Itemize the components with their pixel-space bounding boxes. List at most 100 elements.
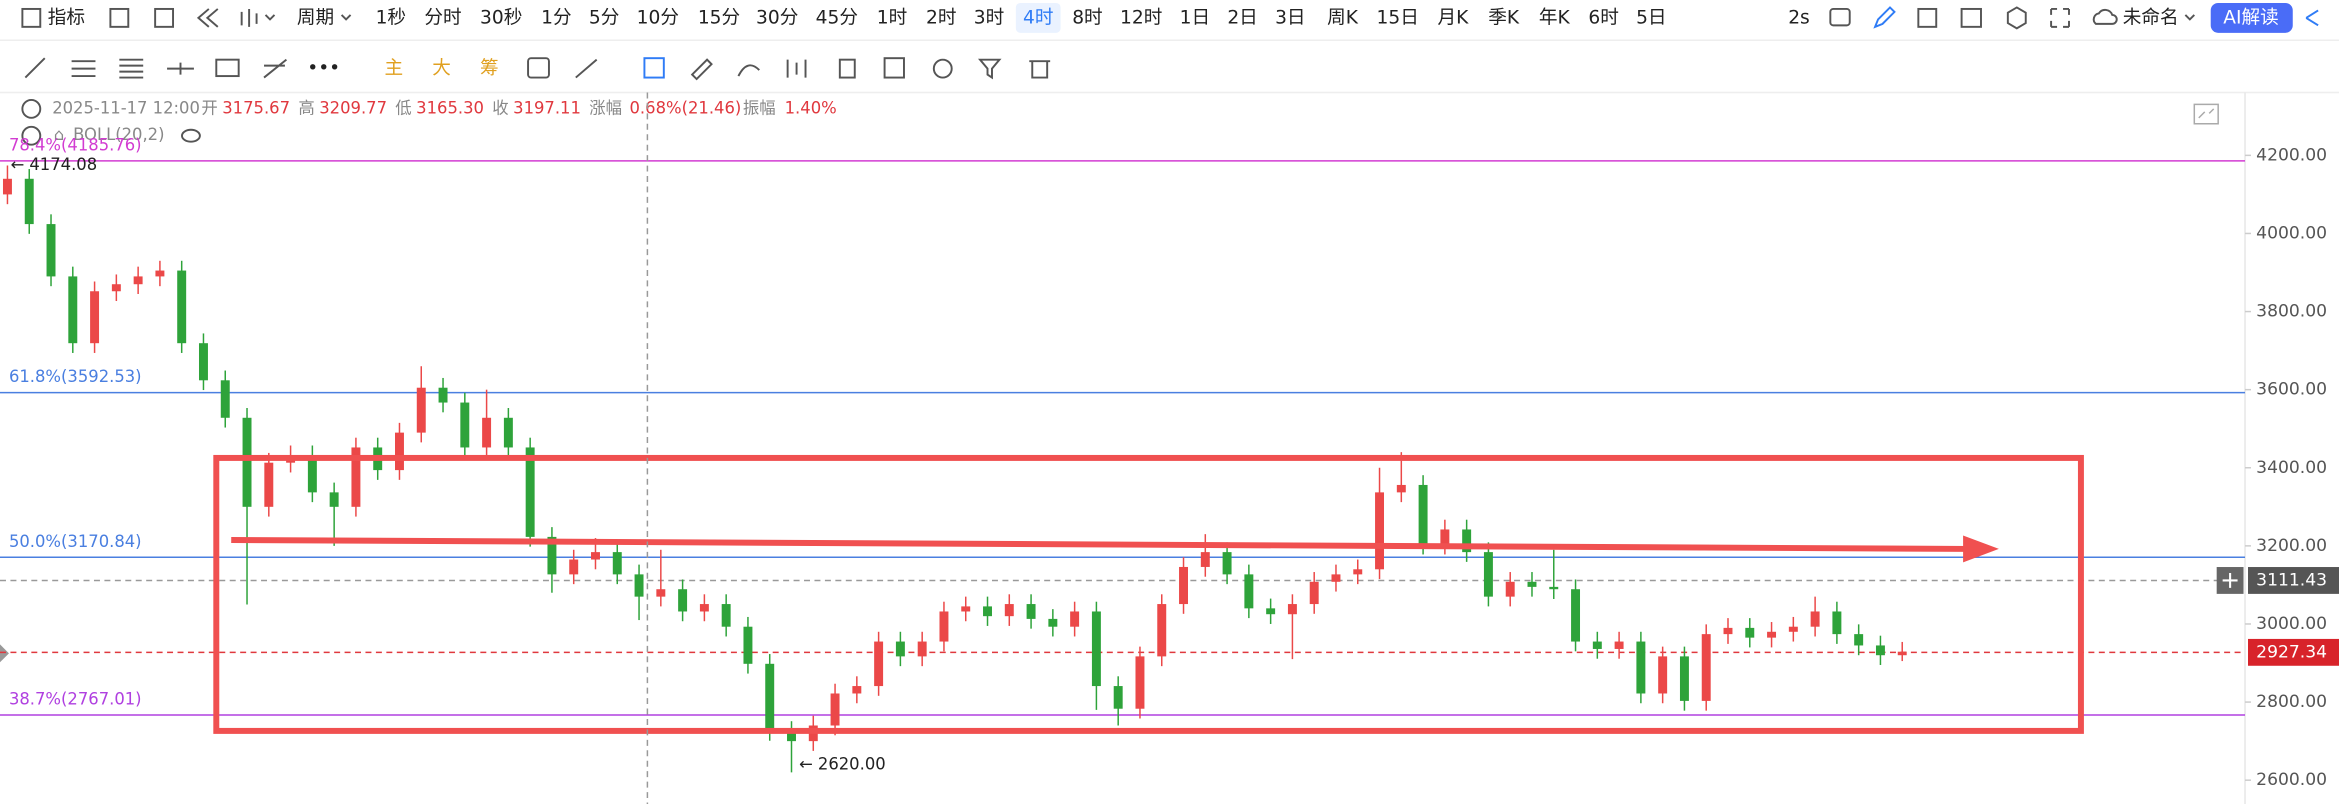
icon[interactable] — [109, 7, 130, 28]
period-button[interactable]: 10分 — [637, 7, 679, 28]
chips-button[interactable]: 筹 — [480, 58, 499, 79]
high-marker: ← 4174.08 — [10, 155, 97, 174]
icon[interactable] — [1917, 7, 1938, 28]
indicator-button[interactable]: 指标 — [48, 7, 85, 28]
draw-icon[interactable] — [1873, 6, 1896, 29]
tool-icon[interactable] — [24, 57, 46, 79]
candle-body — [1440, 529, 1450, 545]
candle-body — [1658, 656, 1668, 694]
refresh-button[interactable]: 2s — [1788, 7, 1810, 28]
period-button[interactable]: 季K — [1488, 7, 1520, 28]
more-tools[interactable]: ••• — [307, 58, 340, 79]
visibility-icon[interactable] — [181, 128, 201, 143]
candle-body — [46, 224, 56, 277]
candle-body — [416, 387, 426, 433]
expand-icon[interactable] — [2193, 103, 2219, 125]
filter-icon[interactable] — [977, 58, 1002, 80]
tool-icon[interactable] — [71, 60, 96, 78]
y-tick-label: 4200.00 — [2256, 145, 2327, 165]
tool-icon[interactable] — [932, 58, 953, 79]
ai-button[interactable]: AI解读 — [2223, 7, 2278, 28]
annotation-box[interactable] — [213, 454, 2084, 734]
y-tick-label: 3200.00 — [2256, 536, 2327, 556]
big-button[interactable]: 大 — [432, 58, 451, 79]
tool-icon[interactable] — [737, 64, 760, 77]
tool-icon[interactable] — [883, 57, 905, 79]
info-bar: 2025-11-17 12:00 开 3175.67 高 3209.77 低 3… — [21, 98, 837, 146]
tool-icon[interactable] — [643, 57, 665, 79]
tool-icon[interactable] — [838, 58, 856, 79]
ai-button-bg[interactable] — [2210, 2, 2293, 33]
main-chart-button[interactable]: 主 — [384, 58, 403, 79]
active-period-bg — [1015, 2, 1061, 33]
tool-icon[interactable] — [527, 57, 550, 79]
fib-level-label: 61.8%(3592.53) — [9, 367, 142, 386]
icon[interactable] — [154, 7, 175, 28]
tool-icon[interactable] — [119, 58, 144, 79]
tool-icon[interactable] — [786, 59, 807, 78]
period-button[interactable]: 周K — [1327, 7, 1359, 28]
period-button[interactable]: 8时 — [1072, 7, 1102, 28]
candle-body — [1788, 626, 1798, 632]
crosshair-tag — [2248, 567, 2339, 594]
period-button[interactable]: 30分 — [756, 7, 798, 28]
candle-body — [155, 270, 165, 277]
period-button[interactable]: 分时 — [424, 7, 461, 28]
icon[interactable] — [1960, 7, 1982, 28]
period-button[interactable]: 15日 — [1377, 7, 1419, 28]
settings-icon[interactable] — [2006, 6, 2027, 30]
camera-icon[interactable] — [1829, 7, 1851, 27]
period-button[interactable]: 12时 — [1120, 7, 1162, 28]
tool-icon[interactable] — [215, 58, 240, 78]
period-button[interactable]: 15分 — [698, 7, 740, 28]
tool-icon[interactable] — [167, 62, 194, 75]
candle-body — [90, 291, 100, 344]
share-icon[interactable] — [2305, 9, 2319, 27]
tool-icon[interactable] — [575, 58, 598, 79]
period-button[interactable]: 4时 — [1023, 7, 1053, 28]
period-button[interactable]: 45分 — [816, 7, 858, 28]
candle-body — [1571, 589, 1581, 642]
period-button[interactable]: 1时 — [877, 7, 907, 28]
period-button[interactable]: 2时 — [926, 7, 956, 28]
period-button[interactable]: 3日 — [1275, 7, 1305, 28]
delete-icon[interactable] — [1029, 60, 1051, 79]
candle-body — [220, 380, 230, 418]
plot: 2600.00 2800.00 3000.00 3200.00 3400.00 3600.… — [0, 135, 2339, 790]
tool-icon[interactable] — [263, 58, 288, 79]
period-button[interactable]: 年K — [1539, 7, 1571, 28]
annotation-arrow[interactable] — [231, 536, 1970, 552]
candle-body — [177, 270, 187, 344]
candle-body — [1810, 611, 1820, 627]
collapse-icon[interactable] — [21, 98, 42, 119]
collapse-icon[interactable] — [21, 125, 42, 146]
candle-body — [1483, 552, 1493, 597]
period-button[interactable]: 周期 — [297, 7, 334, 28]
candle-body — [1048, 618, 1058, 627]
candle-body — [1745, 627, 1755, 638]
fullscreen-icon[interactable] — [2050, 7, 2070, 28]
tool-icon[interactable] — [690, 58, 713, 81]
period-button[interactable]: 2日 — [1227, 7, 1257, 28]
candle-body — [1200, 552, 1210, 567]
period-button[interactable]: 1分 — [541, 7, 571, 28]
period-button[interactable]: 5分 — [589, 7, 619, 28]
side-tab[interactable] — [0, 644, 9, 663]
period-button[interactable]: 30秒 — [480, 7, 522, 28]
icon[interactable] — [240, 8, 276, 27]
period-button[interactable]: 1日 — [1180, 7, 1210, 28]
value: 1.40% — [785, 98, 837, 117]
layout-name[interactable]: 未命名 — [2123, 7, 2179, 28]
y-tick-label: 3600.00 — [2256, 380, 2327, 400]
candle-body — [307, 455, 317, 493]
period-button[interactable]: 月K — [1438, 7, 1470, 28]
period-button[interactable]: 1秒 — [376, 7, 406, 28]
icon[interactable] — [196, 8, 219, 28]
period-button[interactable]: 3时 — [974, 7, 1004, 28]
period-button[interactable]: 6时 — [1588, 7, 1618, 28]
candle-body — [133, 276, 143, 285]
candle-body — [525, 447, 535, 537]
period-button[interactable]: 5日 — [1636, 7, 1666, 28]
candle-body — [1375, 492, 1385, 570]
last-price-tag — [2248, 638, 2339, 666]
